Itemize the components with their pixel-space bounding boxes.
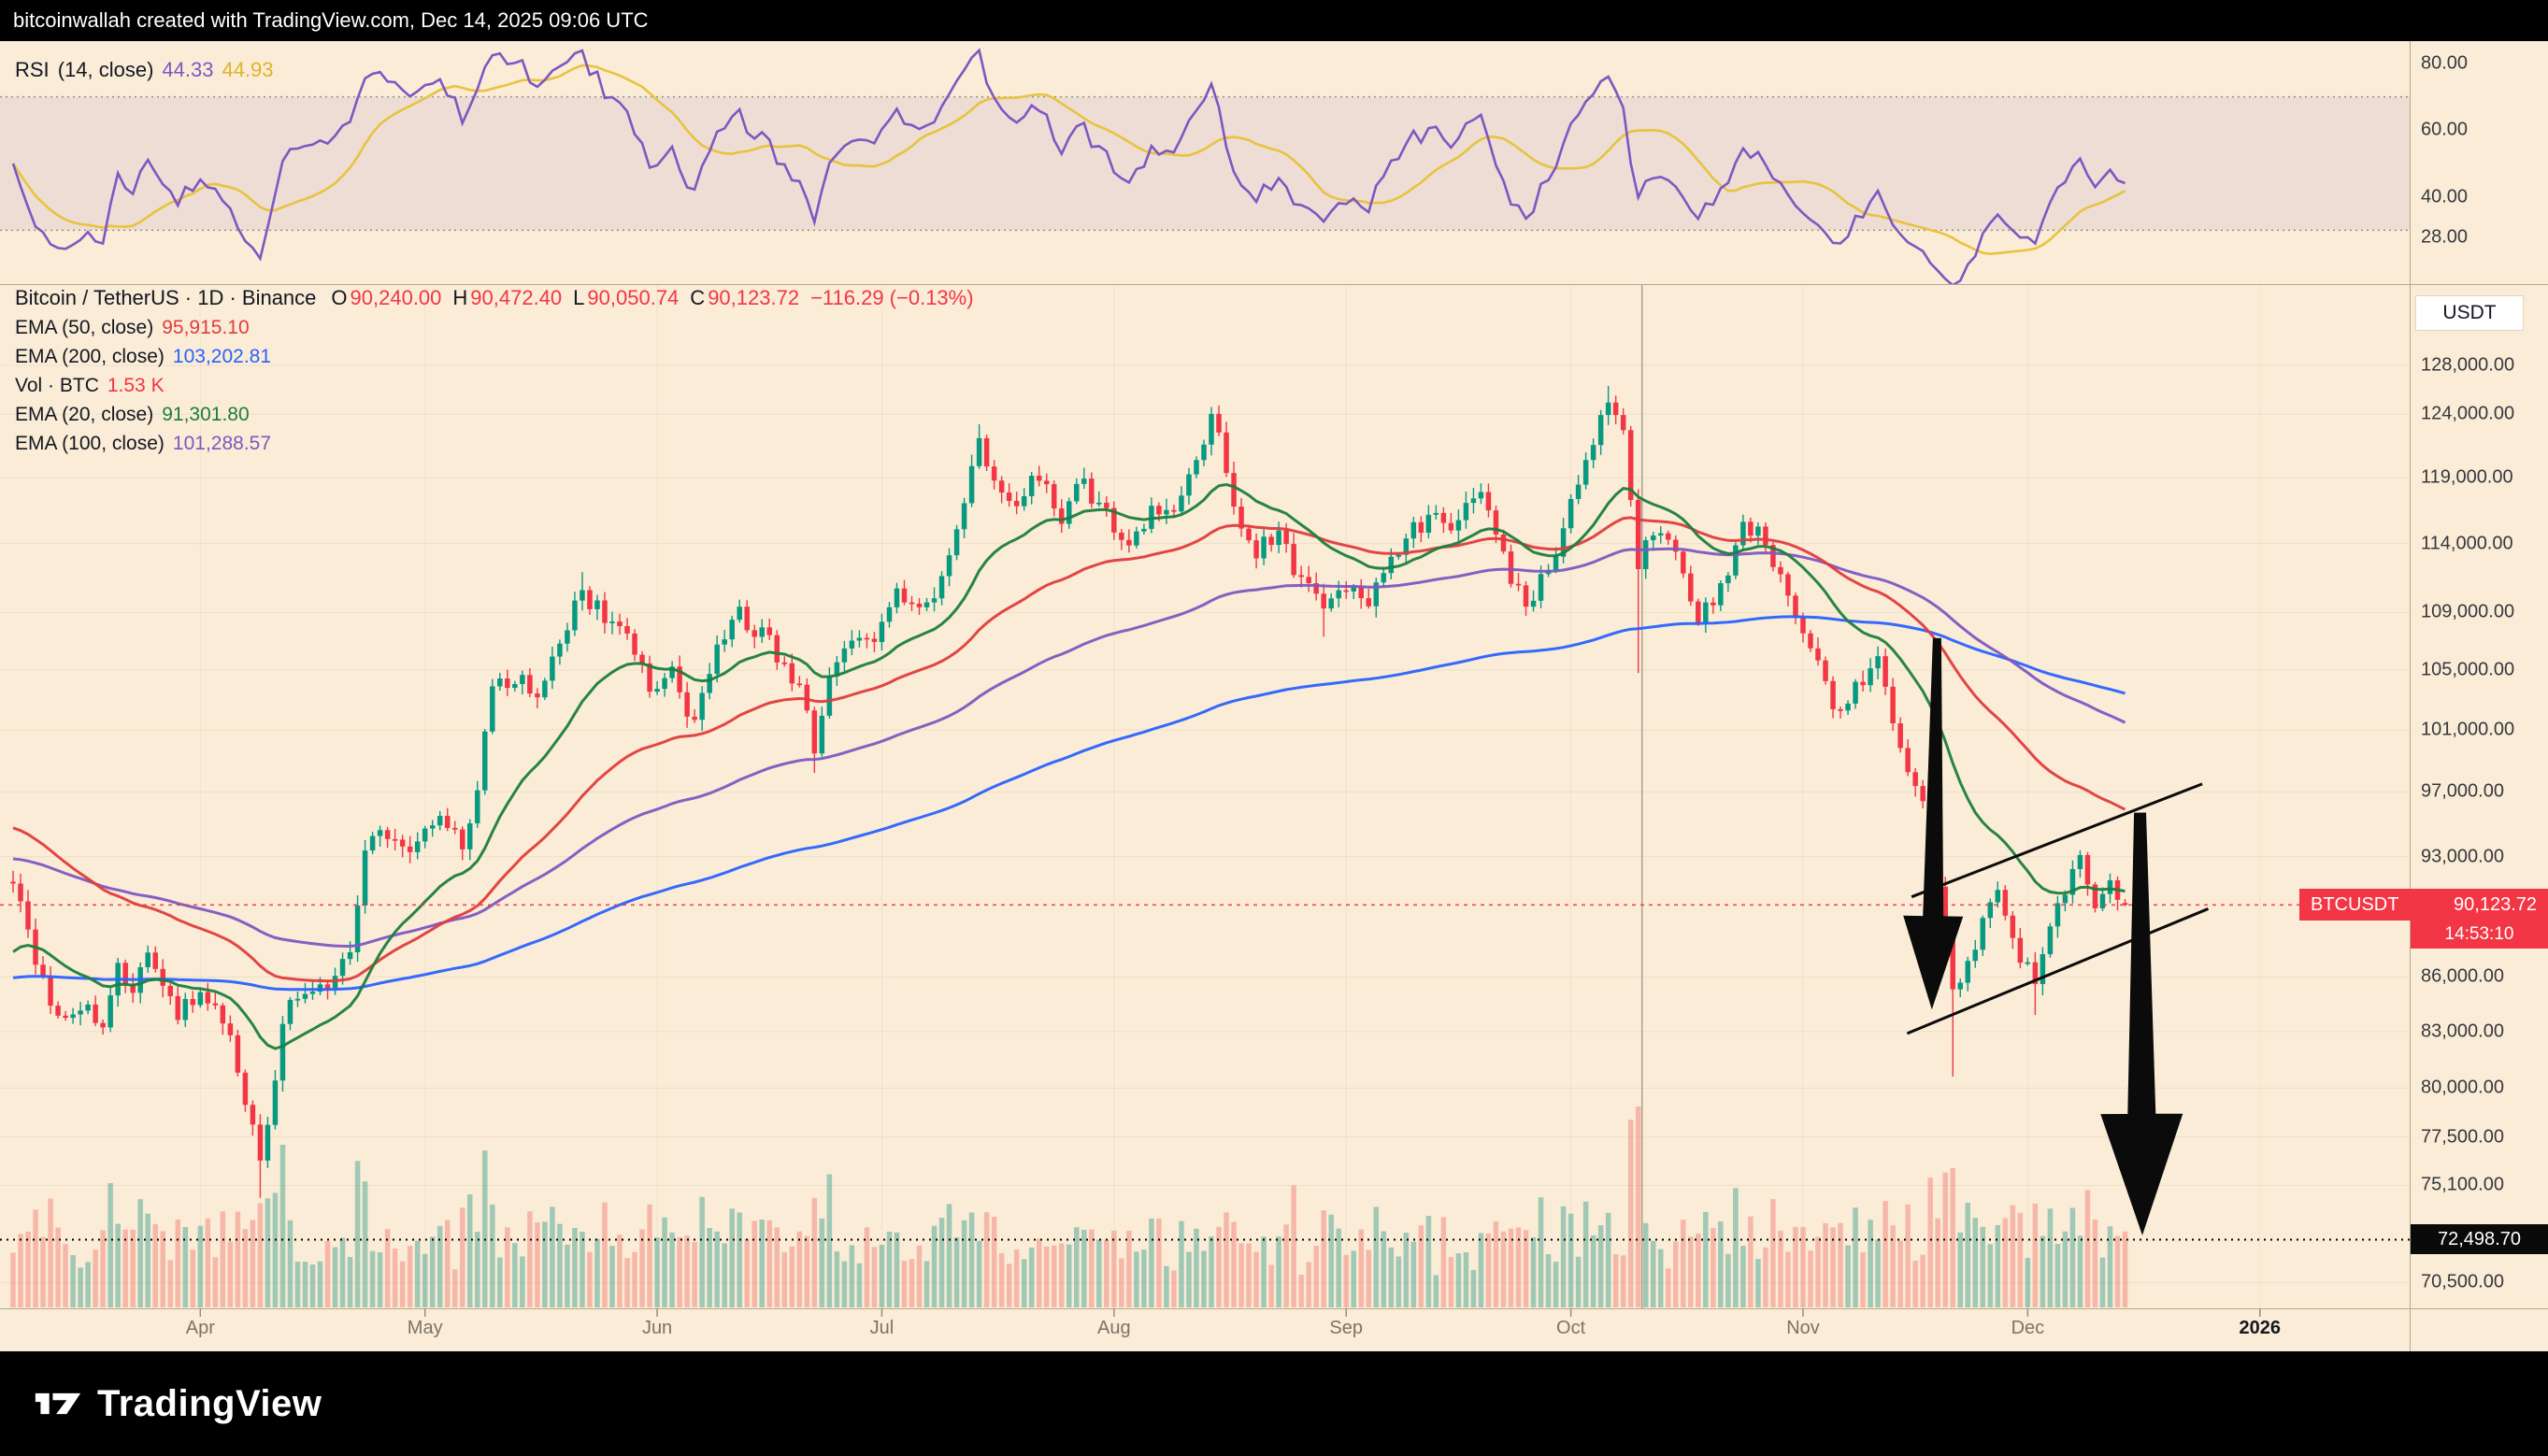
- tradingview-logo-icon[interactable]: [34, 1383, 82, 1424]
- price-axis-label: 128,000.00: [2421, 354, 2515, 376]
- grid-lines: [0, 284, 2410, 1308]
- price-axis-label: 86,000.00: [2421, 965, 2504, 987]
- legend-indicator-ema-20[interactable]: EMA (20, close) 91,301.80: [15, 404, 974, 433]
- legend-indicators: EMA (50, close) 95,915.10 EMA (200, close)…: [15, 317, 974, 462]
- rsi-axis-label: 28.00: [2421, 226, 2469, 248]
- level-lines: [0, 904, 2410, 1241]
- time-axis-label: 2026: [2239, 1318, 2282, 1338]
- legend-symbol-row[interactable]: Bitcoin / TetherUS · 1D · Binance O 90,24…: [15, 286, 974, 317]
- pane-separators: [0, 41, 2548, 1351]
- open-value: 90,240.00: [350, 286, 442, 309]
- price-axis-label: 70,500.00: [2421, 1271, 2504, 1292]
- attribution-text: bitcoinwallah created with TradingView.c…: [13, 8, 649, 32]
- price-axis-label: 105,000.00: [2421, 659, 2515, 680]
- time-axis-label: May: [407, 1318, 443, 1338]
- price-axis-label: 124,000.00: [2421, 403, 2515, 424]
- open-label: O: [331, 286, 348, 309]
- rsi-title: RSI: [15, 58, 50, 81]
- price-badge-symbol: BTCUSDT: [2311, 893, 2399, 915]
- indicator-label: EMA (50, close): [15, 317, 154, 338]
- legend-indicator-ema-100[interactable]: EMA (100, close) 101,288.57: [15, 433, 974, 462]
- low-value: 90,050.74: [587, 286, 680, 309]
- indicator-label: EMA (20, close): [15, 404, 154, 425]
- price-axis-label: 97,000.00: [2421, 780, 2504, 802]
- annotations-group[interactable]: [1903, 637, 2210, 1235]
- indicator-label: EMA (100, close): [15, 433, 165, 454]
- time-axis-label: Oct: [1556, 1318, 1586, 1338]
- time-axis-label: Sep: [1329, 1318, 1364, 1338]
- high-value: 90,472.40: [470, 286, 563, 309]
- attribution-bar: bitcoinwallah created with TradingView.c…: [0, 0, 2548, 41]
- time-axis-label: Jun: [641, 1318, 673, 1338]
- rsi-ma-value: 44.93: [222, 58, 274, 81]
- rsi-axis-label: 80.00: [2421, 52, 2469, 74]
- legend-indicator-ema-50[interactable]: EMA (50, close) 95,915.10: [15, 317, 974, 346]
- time-axis-label: Apr: [185, 1318, 215, 1338]
- time-axis-label: Aug: [1097, 1318, 1131, 1338]
- tradingview-wordmark[interactable]: TradingView: [97, 1382, 322, 1424]
- price-axis-label: 101,000.00: [2421, 719, 2515, 740]
- indicator-value: 101,288.57: [172, 433, 272, 454]
- high-label: H: [452, 286, 468, 309]
- rsi-lines-group: [11, 48, 2126, 284]
- time-axis-label: Jul: [869, 1318, 895, 1338]
- rsi-axis-label: 60.00: [2421, 119, 2469, 140]
- price-axis-label: 80,000.00: [2421, 1077, 2504, 1098]
- rsi-axis-label: 40.00: [2421, 186, 2469, 207]
- indicator-value: 1.53 K: [107, 375, 165, 396]
- indicator-label: Vol · BTC: [15, 375, 99, 396]
- volume-bars: [10, 1106, 2128, 1307]
- currency-badge[interactable]: USDT: [2415, 295, 2524, 331]
- time-axis-label: Nov: [1786, 1318, 1820, 1338]
- rsi-value: 44.33: [162, 58, 214, 81]
- low-label: L: [573, 286, 585, 309]
- bar-countdown-badge: 14:53:10: [2411, 921, 2548, 949]
- legend-indicator-vol[interactable]: Vol · BTC 1.53 K: [15, 375, 974, 404]
- price-axis-label: 75,100.00: [2421, 1174, 2504, 1195]
- price-axis-label: 114,000.00: [2421, 533, 2513, 554]
- price-axis-label: 109,000.00: [2421, 601, 2515, 622]
- price-axis-label: 77,500.00: [2421, 1126, 2504, 1148]
- price-axis-label: 93,000.00: [2421, 846, 2504, 867]
- price-badge-value: 90,123.72: [2454, 893, 2537, 915]
- main-legend: Bitcoin / TetherUS · 1D · Binance O 90,24…: [15, 286, 974, 462]
- rsi-legend[interactable]: RSI (14, close) 44.33 44.93: [15, 58, 274, 82]
- indicator-label: EMA (200, close): [15, 346, 165, 367]
- time-axis-label: Dec: [2011, 1318, 2045, 1338]
- price-axis-label: 119,000.00: [2421, 466, 2513, 488]
- ema-lines-group: [12, 482, 2126, 1050]
- close-label: C: [690, 286, 706, 309]
- change-value: −116.29 (−0.13%): [810, 286, 974, 309]
- rsi-band: [0, 95, 2410, 232]
- current-price-badge[interactable]: BTCUSDT 90,123.72: [2299, 889, 2548, 921]
- close-value: 90,123.72: [708, 286, 800, 309]
- legend-indicator-ema-200[interactable]: EMA (200, close) 103,202.81: [15, 346, 974, 375]
- footer-bar: TradingView: [0, 1351, 2548, 1456]
- level-price-badge[interactable]: 72,498.70: [2411, 1224, 2548, 1255]
- indicator-value: 95,915.10: [162, 317, 250, 338]
- price-axis-label: 83,000.00: [2421, 1021, 2504, 1042]
- symbol-title: Bitcoin / TetherUS · 1D · Binance: [15, 286, 317, 309]
- indicator-value: 91,301.80: [162, 404, 250, 425]
- indicator-value: 103,202.81: [172, 346, 272, 367]
- rsi-params: (14, close): [57, 58, 154, 81]
